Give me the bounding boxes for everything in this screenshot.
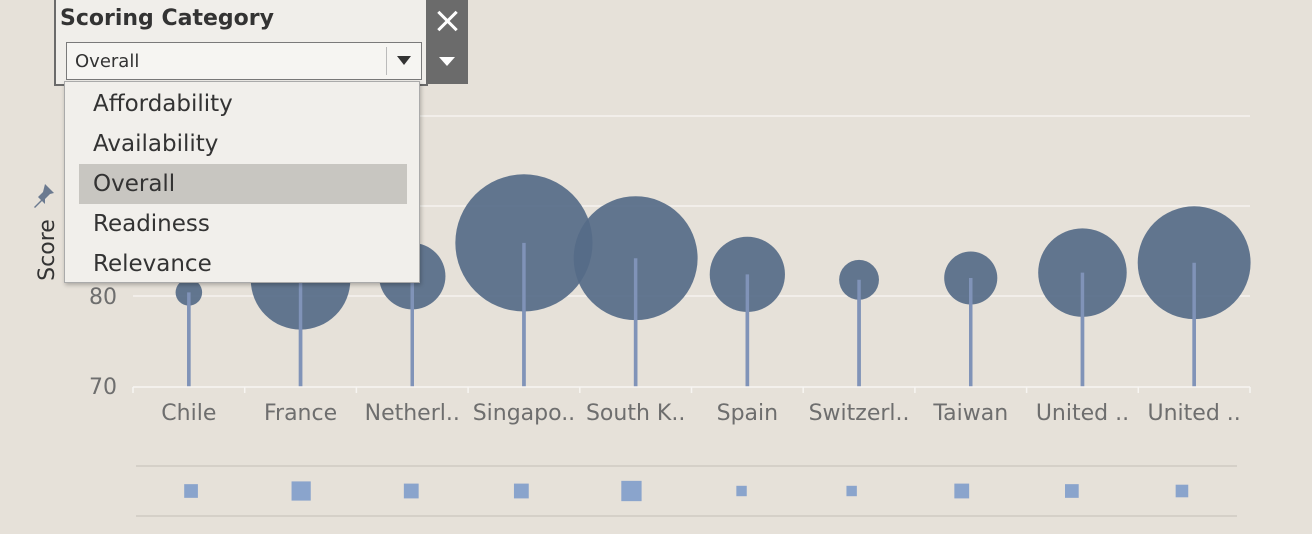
dropdown-item-overall[interactable]: Overall [79, 164, 407, 204]
x-category-label: France [264, 401, 337, 426]
y-tick-label: 80 [89, 285, 117, 310]
secondary-square [736, 485, 747, 497]
x-axis: Chile France Netherl.. Singapo.. South K.. Sp… [132, 386, 1251, 426]
scoring-category-select[interactable]: Overall [66, 42, 422, 80]
secondary-square [621, 480, 642, 502]
select-divider [386, 47, 387, 75]
close-icon[interactable] [434, 6, 460, 36]
x-category-label: Spain [717, 401, 778, 426]
selected-value: Overall [75, 51, 140, 72]
y-tick-label: 70 [89, 375, 117, 400]
filter-title: Scoring Category [60, 6, 274, 31]
x-category-label: United .. [1148, 401, 1241, 426]
secondary-square [1175, 484, 1189, 498]
dropdown-item-availability[interactable]: Availability [93, 131, 219, 157]
bubbles [175, 174, 1251, 387]
dropdown-list: Affordability Availability Overall Readi… [64, 81, 420, 283]
x-category-label: Singapo.. [473, 401, 576, 426]
secondary-square [403, 483, 419, 499]
secondary-square [1065, 484, 1079, 498]
chevron-down-icon[interactable] [439, 57, 455, 66]
x-category-label: United .. [1036, 401, 1129, 426]
dropdown-item-readiness[interactable]: Readiness [93, 211, 210, 237]
x-category-label: Taiwan [932, 401, 1008, 426]
card-toolbar [426, 0, 468, 84]
pin-icon[interactable] [30, 182, 56, 208]
x-category-label: Netherl.. [365, 401, 460, 426]
filter-card: Scoring Category Overall [54, 0, 428, 86]
dropdown-item-affordability[interactable]: Affordability [93, 91, 233, 117]
x-category-label: South K.. [586, 401, 685, 426]
x-category-label: Chile [161, 401, 216, 426]
secondary-square [513, 483, 529, 499]
secondary-square [184, 484, 198, 498]
secondary-square [954, 483, 970, 499]
chevron-down-icon[interactable] [397, 56, 411, 65]
y-ticks: 70 80 [89, 285, 117, 400]
secondary-square [846, 485, 857, 497]
y-axis-label: Score [35, 219, 60, 281]
dropdown-item-relevance[interactable]: Relevance [93, 251, 212, 277]
x-category-label: Switzerl.. [809, 401, 910, 426]
secondary-marks [136, 465, 1237, 517]
secondary-square [291, 481, 311, 501]
